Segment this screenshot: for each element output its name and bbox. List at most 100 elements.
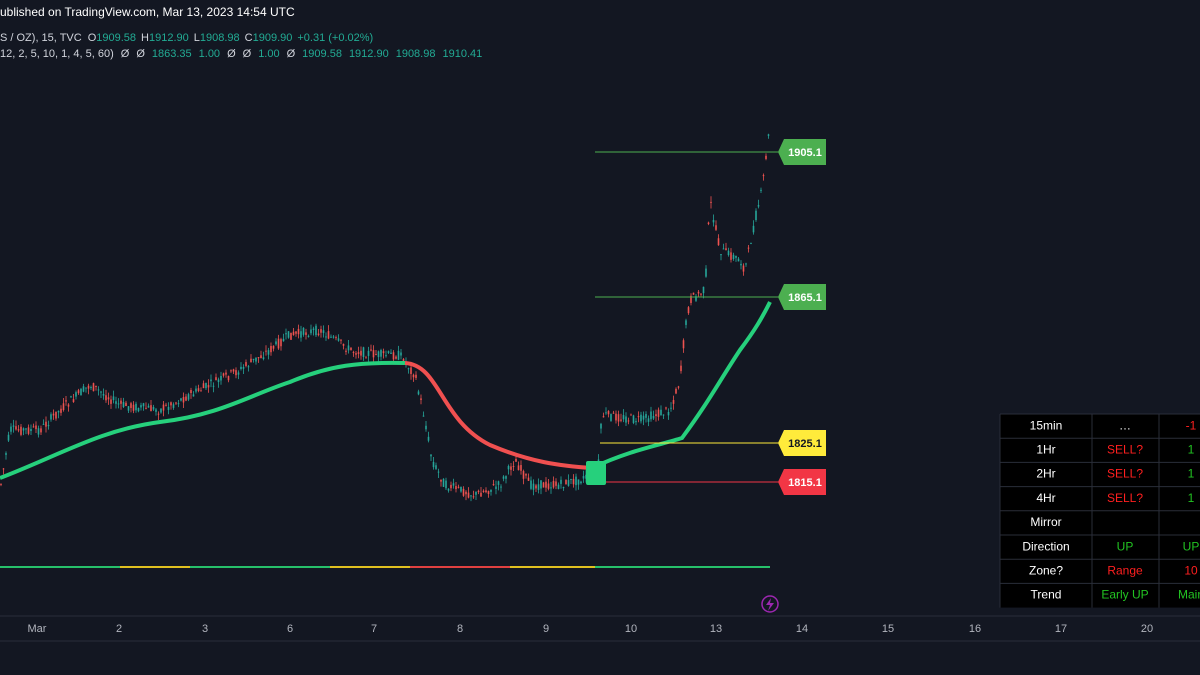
candle-body [45,421,47,427]
indicator-value: 1.00 [258,48,279,60]
candle-body [425,425,427,430]
candle-body [427,436,430,441]
candle-body [577,479,580,485]
candle-body [565,479,567,485]
candle-body [15,426,17,430]
candle-body [507,466,510,470]
ohlc-key: H [141,32,149,44]
candle-body [495,486,497,489]
candle-body [57,410,60,413]
candle-body [680,365,682,372]
candle-body [442,478,445,487]
candle-body [167,406,170,410]
indicator-value: 1863.35 [152,48,192,60]
table-cell: Early UP [1101,588,1148,602]
event-icon[interactable] [761,595,779,613]
candle-body [127,406,130,411]
candle-body [202,383,205,389]
indicator-value: 1912.90 [349,48,389,60]
ohlc-value: 1908.98 [200,32,240,44]
candle-body [220,375,222,381]
table-cell: SELL? [1107,491,1143,505]
candle-body [545,481,547,488]
candle-body [252,358,255,360]
legend-line: S / OZ), 15, TVC O1909.58 H1912.90 L1908.98… [0,32,373,44]
candle-body [610,414,612,421]
candle-body [532,483,535,490]
candle-body [350,347,352,350]
candle-body [227,376,230,381]
candle-body [107,397,110,400]
candle-body [567,480,570,486]
candle-body [500,486,502,488]
indicator-value: Ø [227,48,236,60]
candle-body [52,413,55,416]
candle-body [265,350,267,352]
candle-body [20,426,22,435]
candle-body [162,404,165,411]
candle-body [35,425,37,430]
candle-body [70,396,72,398]
table-cell: 1 [1188,491,1195,505]
candle-body [415,374,417,378]
candle-body [370,349,372,351]
candle-body [302,327,305,335]
candle-body [407,368,410,370]
candle-body [242,366,245,369]
candle-body [102,393,105,396]
ma-down [404,361,593,470]
candle-body [525,474,527,476]
candle-body [135,403,137,411]
candle-body [455,486,457,490]
candle-body [260,355,262,359]
candle-body [675,388,677,394]
candle-body [55,411,57,419]
moving-average [0,301,772,480]
candle-body [527,477,530,481]
candle-body [210,379,212,382]
header-title: ublished on TradingView.com, Mar 13, 202… [0,5,295,19]
candle-body [575,476,577,486]
candle-body [192,394,195,397]
candle-body [97,389,100,391]
x-tick-label: 14 [796,623,808,635]
candle-body [152,406,155,410]
candle-body [50,414,52,420]
candle-body [395,356,397,359]
candle-body [637,416,640,418]
candle-body [377,351,380,358]
header-bar [0,0,1200,26]
level-label: 1825.1 [788,438,822,450]
signal-marker [586,461,606,485]
candle-body [472,496,475,498]
candle-body [720,254,722,256]
candle-body [60,408,62,413]
candle-body [450,484,452,489]
candle-body [87,385,90,389]
indicator-value: Ø [121,48,130,60]
candle-body [147,405,150,408]
x-tick-label: 2 [116,623,122,635]
ohlc-key: C [245,32,253,44]
candle-body [145,407,147,409]
candle-body [327,331,330,339]
candle-body [307,335,310,337]
candle-body [335,337,337,339]
candle-body [187,394,190,400]
candle-body [360,350,362,356]
candle-body [665,407,667,409]
x-tick-label: 7 [371,623,377,635]
candle-body [757,205,760,207]
candle-body [730,252,732,260]
candle-body [710,201,712,203]
candle-body [292,331,295,336]
candle-body [345,350,347,352]
candle-body [170,402,172,406]
candle-body [315,325,317,336]
candle-body [82,386,85,392]
candle-body [700,293,702,295]
candle-body [685,320,687,325]
candle-body [200,390,202,392]
candle-body [662,414,665,416]
